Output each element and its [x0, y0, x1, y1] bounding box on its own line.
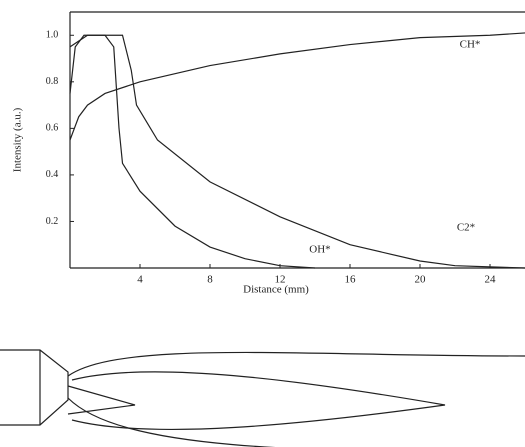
x-tick-label: 4	[137, 274, 143, 286]
burner-nozzle	[0, 350, 68, 425]
x-tick-label: 16	[345, 274, 357, 286]
x-tick-label: 24	[485, 274, 497, 286]
reaction-zone	[72, 372, 445, 430]
series-label: CH*	[460, 39, 481, 51]
y-tick-label: 1.0	[46, 30, 59, 41]
series-label: OH*	[309, 244, 330, 256]
y-tick-label: 0.8	[46, 76, 59, 87]
series-label: C2*	[457, 222, 475, 234]
flame-diagram	[0, 350, 525, 447]
inner-cone	[68, 386, 135, 414]
page: Distance (mm) Intensity (a.u.) 481216202…	[0, 0, 525, 447]
y-tick-label: 0.4	[46, 169, 59, 180]
y-axis-label: Intensity (a.u.)	[12, 107, 24, 172]
series-line	[70, 33, 525, 140]
x-tick-label: 20	[415, 274, 427, 286]
y-tick-label: 0.6	[46, 123, 59, 134]
x-tick-label: 12	[275, 274, 286, 286]
y-tick-label: 0.2	[46, 216, 59, 227]
x-tick-label: 8	[207, 274, 213, 286]
